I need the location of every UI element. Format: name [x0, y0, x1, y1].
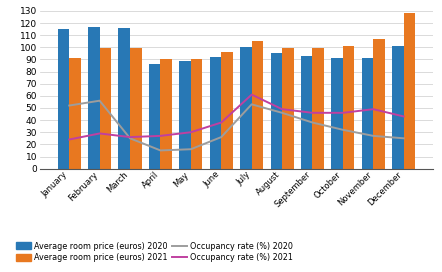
Bar [191, 59, 202, 169]
Bar [312, 48, 324, 169]
Bar [343, 46, 354, 169]
Bar [69, 58, 81, 169]
Bar [160, 59, 172, 169]
Bar [221, 52, 233, 169]
Bar [251, 41, 263, 169]
Bar [362, 58, 373, 169]
Bar [179, 61, 191, 169]
Bar [118, 28, 130, 169]
Bar [88, 27, 99, 169]
Bar [271, 53, 282, 169]
Bar [404, 13, 415, 169]
Bar [210, 57, 221, 169]
Legend: Average room price (euros) 2020, Average room price (euros) 2021, Occupancy rate: Average room price (euros) 2020, Average… [13, 238, 296, 265]
Bar [149, 64, 160, 169]
Bar [301, 56, 312, 169]
Bar [373, 39, 385, 169]
Bar [99, 48, 111, 169]
Bar [282, 48, 293, 169]
Bar [57, 29, 69, 169]
Bar [332, 58, 343, 169]
Bar [130, 48, 141, 169]
Bar [240, 47, 251, 169]
Bar [392, 46, 404, 169]
